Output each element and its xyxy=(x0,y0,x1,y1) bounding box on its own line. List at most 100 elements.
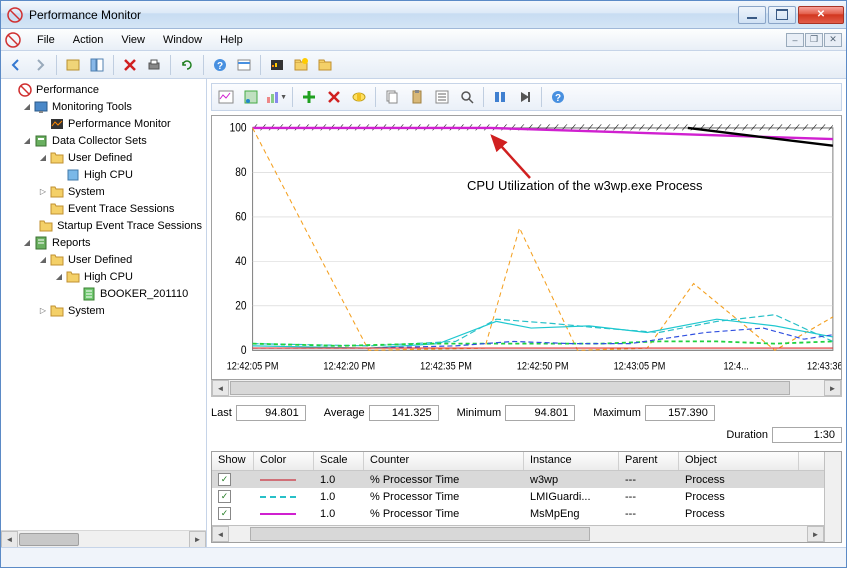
svg-text:80: 80 xyxy=(235,166,246,179)
menu-file[interactable]: File xyxy=(29,32,63,48)
update-button[interactable] xyxy=(513,86,537,108)
scale-cell: 1.0 xyxy=(314,490,364,504)
counter-table-vscrollbar[interactable] xyxy=(824,452,841,542)
chart-type-button[interactable]: ▼ xyxy=(264,86,288,108)
tree-item[interactable]: ◢Data Collector Sets xyxy=(1,132,206,149)
col-show[interactable]: Show xyxy=(212,452,254,470)
parent-cell: --- xyxy=(619,507,679,521)
delete-button[interactable] xyxy=(119,54,141,76)
menu-action[interactable]: Action xyxy=(65,32,112,48)
tree-item[interactable]: ▷System xyxy=(1,183,206,200)
instance-cell: LMIGuardi... xyxy=(524,490,619,504)
stats-row-2: Duration 1:30 xyxy=(211,425,842,445)
col-counter[interactable]: Counter xyxy=(364,452,524,470)
console-button[interactable] xyxy=(266,54,288,76)
instance-cell: MsMpEng xyxy=(524,507,619,521)
chart-hscrollbar[interactable]: ◄► xyxy=(211,380,842,397)
last-label: Last xyxy=(211,407,232,419)
chart-help-button[interactable]: ? xyxy=(546,86,570,108)
mdi-close-button[interactable]: ✕ xyxy=(824,33,842,47)
tree-item[interactable]: Startup Event Trace Sessions xyxy=(1,217,206,234)
perfmon-icon xyxy=(49,116,65,132)
monitor-icon xyxy=(33,99,49,115)
col-object[interactable]: Object xyxy=(679,452,799,470)
counter-row[interactable]: ✓1.0% Processor TimeLMIGuardi...---Proce… xyxy=(212,488,824,505)
tree-hscrollbar[interactable]: ◄► xyxy=(1,530,206,547)
main-toolbar: ? xyxy=(1,51,846,79)
menu-window[interactable]: Window xyxy=(155,32,210,48)
tree-item[interactable]: ◢Reports xyxy=(1,234,206,251)
greenrep-icon xyxy=(81,286,97,302)
show-checkbox[interactable]: ✓ xyxy=(218,507,231,520)
tree-item[interactable]: ◢High CPU xyxy=(1,268,206,285)
counter-table-body[interactable]: ✓1.0% Processor Timew3wp---Process✓1.0% … xyxy=(212,471,824,525)
view-current-button[interactable] xyxy=(214,86,238,108)
new-folder-button[interactable] xyxy=(290,54,312,76)
app-icon-small xyxy=(5,32,21,48)
color-sample xyxy=(260,513,296,515)
maximize-button[interactable] xyxy=(768,6,796,24)
counter-properties-button[interactable] xyxy=(430,86,454,108)
view-log-button[interactable] xyxy=(239,86,263,108)
zoom-button[interactable] xyxy=(455,86,479,108)
counter-row[interactable]: ✓1.0% Processor TimeMsMpEng---Process xyxy=(212,505,824,522)
nav-tree[interactable]: Performance◢Monitoring ToolsPerformance … xyxy=(1,79,206,530)
paste-button[interactable] xyxy=(405,86,429,108)
back-button[interactable] xyxy=(5,54,27,76)
tree-item[interactable]: ▷System xyxy=(1,302,206,319)
mdi-minimize-button[interactable]: – xyxy=(786,33,804,47)
show-hide-tree-button[interactable] xyxy=(62,54,84,76)
tree-item-label: High CPU xyxy=(84,271,133,283)
forward-button[interactable] xyxy=(29,54,51,76)
chart-toolbar: ▼ ? xyxy=(211,83,842,111)
menu-view[interactable]: View xyxy=(113,32,153,48)
svg-text:?: ? xyxy=(555,93,561,104)
tree-item[interactable]: Performance Monitor xyxy=(1,115,206,132)
tree-item-label: User Defined xyxy=(68,254,132,266)
dcs-icon xyxy=(33,133,49,149)
tree-item[interactable]: Event Trace Sessions xyxy=(1,200,206,217)
add-counter-button[interactable] xyxy=(297,86,321,108)
color-sample xyxy=(260,496,296,498)
counter-table-hscrollbar[interactable]: ◄► xyxy=(212,525,824,542)
tree-item[interactable]: High CPU xyxy=(1,166,206,183)
tree-item-label: Data Collector Sets xyxy=(52,135,147,147)
options-button[interactable] xyxy=(233,54,255,76)
col-scale[interactable]: Scale xyxy=(314,452,364,470)
copy-button[interactable] xyxy=(380,86,404,108)
monitor-panel: ▼ ? 02040608010012:42:05 PM12:42:20 PM1 xyxy=(207,79,846,547)
tree-item[interactable]: Performance xyxy=(1,81,206,98)
menu-help[interactable]: Help xyxy=(212,32,251,48)
close-button[interactable]: ✕ xyxy=(798,6,844,24)
print-button[interactable] xyxy=(143,54,165,76)
show-checkbox[interactable]: ✓ xyxy=(218,473,231,486)
tree-item[interactable]: ◢Monitoring Tools xyxy=(1,98,206,115)
counter-row[interactable]: ✓1.0% Processor Timew3wp---Process xyxy=(212,471,824,488)
counter-table-header[interactable]: Show Color Scale Counter Instance Parent… xyxy=(212,452,824,471)
col-parent[interactable]: Parent xyxy=(619,452,679,470)
titlebar[interactable]: Performance Monitor ✕ xyxy=(1,1,846,29)
counter-cell: % Processor Time xyxy=(364,473,524,487)
stats-row: Last 94.801 Average 141.325 Minimum 94.8… xyxy=(211,403,842,423)
refresh-button[interactable] xyxy=(176,54,198,76)
col-color[interactable]: Color xyxy=(254,452,314,470)
tree-item[interactable]: ◢User Defined xyxy=(1,251,206,268)
remove-counter-button[interactable] xyxy=(322,86,346,108)
avg-value: 141.325 xyxy=(369,405,439,421)
freeze-button[interactable] xyxy=(488,86,512,108)
dur-label: Duration xyxy=(726,429,768,441)
properties-button[interactable] xyxy=(86,54,108,76)
tree-item-label: System xyxy=(68,186,105,198)
object-cell: Process xyxy=(679,507,799,521)
col-instance[interactable]: Instance xyxy=(524,452,619,470)
minimize-button[interactable] xyxy=(738,6,766,24)
show-checkbox[interactable]: ✓ xyxy=(218,490,231,503)
menubar: File Action View Window Help – ❐ ✕ xyxy=(1,29,846,51)
tree-item[interactable]: ◢User Defined xyxy=(1,149,206,166)
tree-item[interactable]: BOOKER_201110 xyxy=(1,285,206,302)
chart-area[interactable]: 02040608010012:42:05 PM12:42:20 PM12:42:… xyxy=(211,115,842,380)
open-folder-button[interactable] xyxy=(314,54,336,76)
mdi-restore-button[interactable]: ❐ xyxy=(805,33,823,47)
highlight-button[interactable] xyxy=(347,86,371,108)
help-button[interactable]: ? xyxy=(209,54,231,76)
